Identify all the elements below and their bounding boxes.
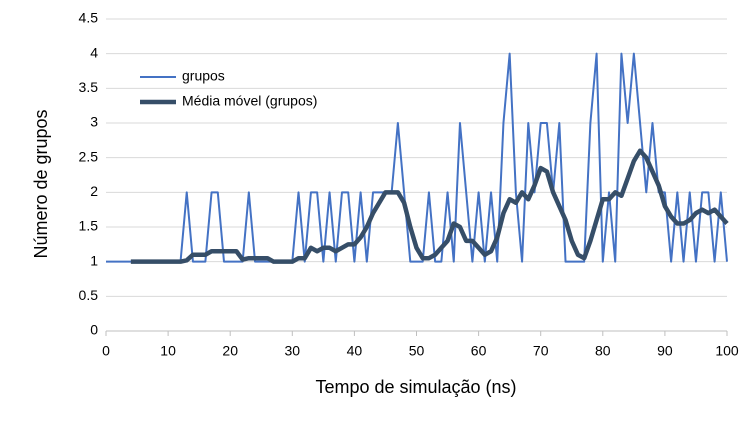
x-tick-label: 60 [471,343,487,359]
series-line [130,148,729,264]
x-tick-label: 90 [657,343,673,359]
y-tick-label: 4.5 [79,10,99,26]
x-tick-label: 100 [715,343,739,359]
x-tick-label: 40 [347,343,363,359]
legend-label: grupos [182,68,225,84]
series-line [106,52,728,263]
y-tick-label: 4 [90,44,98,60]
x-tick-label: 80 [595,343,611,359]
x-tick-label: 50 [409,343,425,359]
x-tick-label: 70 [533,343,549,359]
x-tick-label: 20 [222,343,238,359]
y-axis-title: Número de grupos [31,109,51,258]
y-tick-label: 3.5 [79,79,99,95]
y-tick-label: 2.5 [79,148,99,164]
y-tick-label: 1 [90,252,98,268]
y-tick-label: 0 [90,322,98,338]
y-tick-label: 2 [90,183,98,199]
y-tick-label: 1.5 [79,218,99,234]
x-tick-label: 30 [285,343,301,359]
y-tick-label: 0.5 [79,287,99,303]
x-axis-title: Tempo de simulação (ns) [315,377,516,397]
x-tick-label: 10 [160,343,176,359]
y-tick-label: 3 [90,114,98,130]
legend-label: Média móvel (grupos) [182,93,317,109]
x-tick-label: 0 [102,343,110,359]
